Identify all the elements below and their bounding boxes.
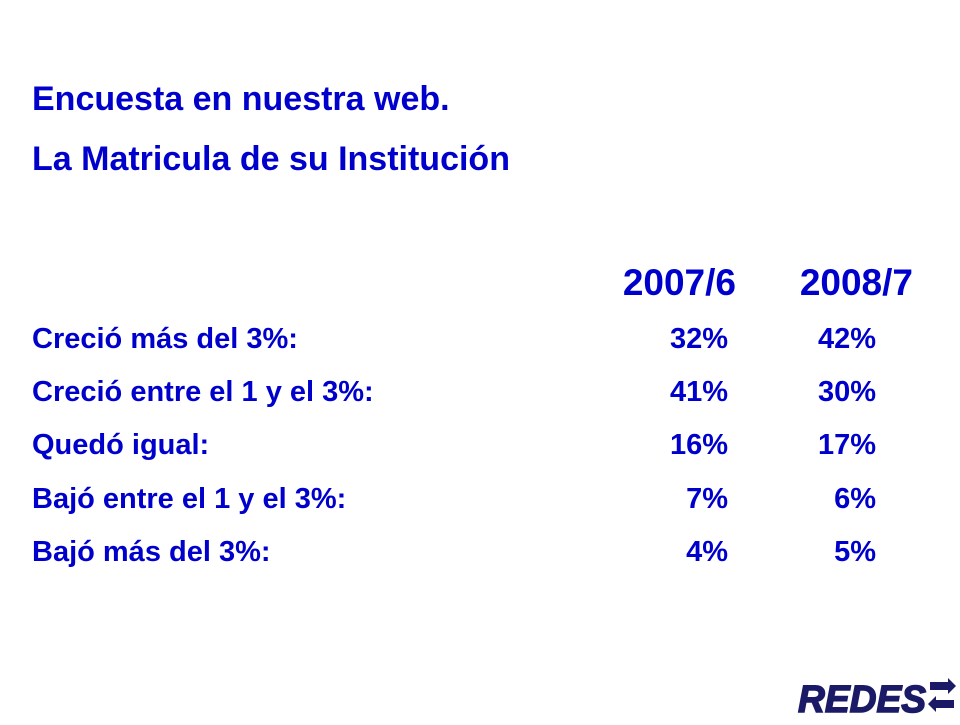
table-row: Bajó entre el 1 y el 3%: 7% 6%	[0, 485, 960, 525]
row-label: Bajó más del 3%:	[32, 536, 271, 568]
redes-logo-text: REDES	[798, 679, 926, 720]
row-value-2007-6: 16%	[669, 429, 728, 461]
column-header-2007-6: 2007/6	[622, 262, 736, 303]
row-value-2007-6: 7%	[686, 483, 728, 515]
table-row: Bajó más del 3%: 4% 5%	[0, 538, 960, 578]
redes-logo: REDES	[796, 676, 956, 722]
table-row: Quedó igual: 16% 17%	[0, 431, 960, 471]
row-value-2007-6: 4%	[686, 536, 728, 568]
row-value-2008-7: 6%	[834, 483, 876, 515]
row-label: Bajó entre el 1 y el 3%:	[32, 483, 347, 515]
slide-title-line1: Encuesta en nuestra web.	[32, 80, 450, 118]
slide-title-line2: La Matricula de su Institución	[32, 140, 510, 178]
row-value-2008-7: 17%	[817, 429, 876, 461]
table-row: Creció entre el 1 y el 3%: 41% 30%	[0, 378, 960, 418]
table-row: Creció más del 3%: 32% 42%	[0, 325, 960, 365]
row-label: Creció más del 3%:	[32, 323, 298, 355]
column-header-2008-7: 2008/7	[799, 262, 913, 303]
row-value-2007-6: 32%	[669, 323, 728, 355]
row-label: Creció entre el 1 y el 3%:	[32, 376, 374, 408]
row-value-2008-7: 5%	[834, 536, 876, 568]
arrows-icon	[928, 678, 956, 712]
row-label: Quedó igual:	[32, 429, 210, 461]
row-value-2008-7: 42%	[817, 323, 876, 355]
row-value-2008-7: 30%	[817, 376, 876, 408]
row-value-2007-6: 41%	[669, 376, 728, 408]
